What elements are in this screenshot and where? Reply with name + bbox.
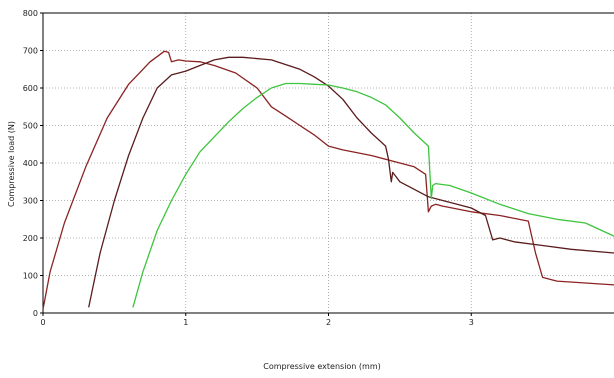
y-tick-label: 0 — [33, 309, 38, 318]
y-axis-title: Compressive load (N) — [7, 121, 16, 207]
x-axis-title: Compressive extension (mm) — [263, 362, 381, 371]
y-tick-label: 800 — [23, 9, 38, 18]
x-tick-label: 3 — [469, 318, 474, 327]
y-tick-label: 300 — [23, 197, 38, 206]
tick-labels: 0 1 2 3 0 100 200 300 400 500 600 700 800 — [23, 9, 474, 327]
y-tick-label: 600 — [23, 84, 38, 93]
y-tick-label: 500 — [23, 122, 38, 131]
y-tick-label: 700 — [23, 47, 38, 56]
series-line-3 — [132, 82, 614, 308]
x-tick-label: 1 — [183, 318, 188, 327]
series-line-1 — [42, 50, 614, 310]
axes — [40, 12, 614, 316]
x-tick-label: 0 — [40, 318, 45, 327]
y-tick-label: 100 — [23, 272, 38, 281]
series-line-2 — [88, 56, 614, 308]
y-tick-label: 400 — [23, 159, 38, 168]
x-tick-label: 2 — [326, 318, 331, 327]
y-tick-label: 200 — [23, 234, 38, 243]
series-group — [42, 50, 614, 310]
